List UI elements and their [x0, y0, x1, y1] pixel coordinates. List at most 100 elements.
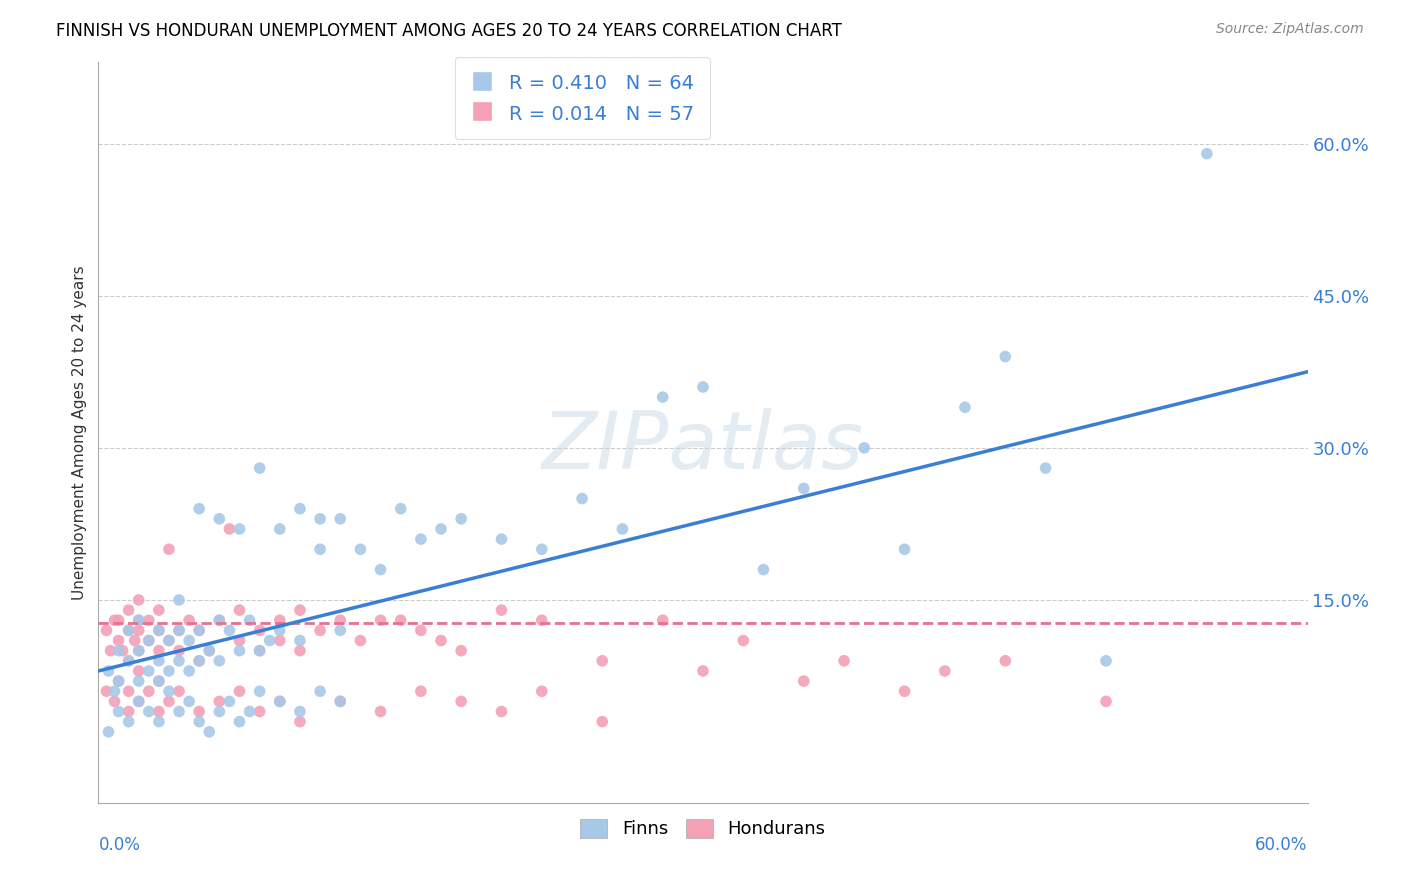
Point [288, 603, 311, 617]
Point [118, 654, 141, 668]
Point [103, 613, 125, 627]
Point [167, 624, 190, 638]
Point [269, 694, 291, 708]
Y-axis label: Unemployment Among Ages 20 to 24 years: Unemployment Among Ages 20 to 24 years [72, 265, 87, 600]
Point [370, 705, 392, 719]
Point [148, 643, 170, 657]
Point [329, 624, 352, 638]
Point [329, 694, 352, 708]
Point [218, 694, 240, 708]
Point [450, 694, 472, 708]
Point [118, 624, 141, 638]
Point [148, 674, 170, 689]
Point [188, 624, 211, 638]
Point [100, 643, 122, 657]
Point [188, 501, 211, 516]
Point [157, 633, 180, 648]
Point [571, 491, 593, 506]
Point [228, 633, 250, 648]
Point [893, 542, 915, 557]
Point [530, 542, 553, 557]
Point [96, 684, 118, 698]
Point [118, 624, 141, 638]
Point [409, 532, 432, 546]
Point [118, 603, 141, 617]
Text: Source: ZipAtlas.com: Source: ZipAtlas.com [1216, 22, 1364, 37]
Point [389, 613, 412, 627]
Point [228, 714, 250, 729]
Point [218, 624, 240, 638]
Point [530, 684, 553, 698]
Point [269, 694, 291, 708]
Text: FINNISH VS HONDURAN UNEMPLOYMENT AMONG AGES 20 TO 24 YEARS CORRELATION CHART: FINNISH VS HONDURAN UNEMPLOYMENT AMONG A… [56, 22, 842, 40]
Point [128, 643, 150, 657]
Point [208, 613, 231, 627]
Point [591, 714, 613, 729]
Point [188, 654, 211, 668]
Point [530, 613, 553, 627]
Point [167, 624, 190, 638]
Text: ZIPatlas: ZIPatlas [541, 409, 865, 486]
Point [893, 684, 915, 698]
Point [138, 633, 160, 648]
Point [491, 532, 513, 546]
Point [97, 724, 120, 739]
Point [118, 714, 141, 729]
Point [651, 390, 673, 404]
Point [157, 542, 180, 557]
Point [994, 654, 1017, 668]
Point [793, 482, 815, 496]
Point [309, 542, 332, 557]
Point [430, 522, 453, 536]
Point [269, 633, 291, 648]
Point [288, 501, 311, 516]
Point [167, 684, 190, 698]
Point [288, 633, 311, 648]
Point [651, 613, 673, 627]
Text: 60.0%: 60.0% [1256, 836, 1308, 855]
Point [148, 624, 170, 638]
Point [269, 613, 291, 627]
Point [157, 694, 180, 708]
Point [853, 441, 876, 455]
Point [198, 643, 221, 657]
Point [138, 664, 160, 678]
Point [450, 643, 472, 657]
Point [97, 664, 120, 678]
Point [128, 664, 150, 678]
Point [188, 714, 211, 729]
Point [249, 684, 271, 698]
Point [148, 654, 170, 668]
Point [228, 684, 250, 698]
Point [124, 633, 146, 648]
Point [249, 705, 271, 719]
Point [107, 705, 129, 719]
Point [309, 684, 332, 698]
Point [179, 633, 201, 648]
Point [167, 654, 190, 668]
Point [148, 714, 170, 729]
Point [752, 562, 775, 576]
Point [128, 613, 150, 627]
Point [228, 643, 250, 657]
Point [107, 674, 129, 689]
Point [118, 705, 141, 719]
Point [167, 593, 190, 607]
Point [733, 633, 755, 648]
Point [188, 624, 211, 638]
Point [157, 633, 180, 648]
Point [591, 654, 613, 668]
Point [309, 512, 332, 526]
Point [934, 664, 956, 678]
Point [138, 684, 160, 698]
Point [128, 694, 150, 708]
Point [793, 674, 815, 689]
Point [208, 512, 231, 526]
Point [349, 542, 371, 557]
Point [1195, 146, 1218, 161]
Point [208, 705, 231, 719]
Point [138, 705, 160, 719]
Point [228, 522, 250, 536]
Point [128, 674, 150, 689]
Point [96, 624, 118, 638]
